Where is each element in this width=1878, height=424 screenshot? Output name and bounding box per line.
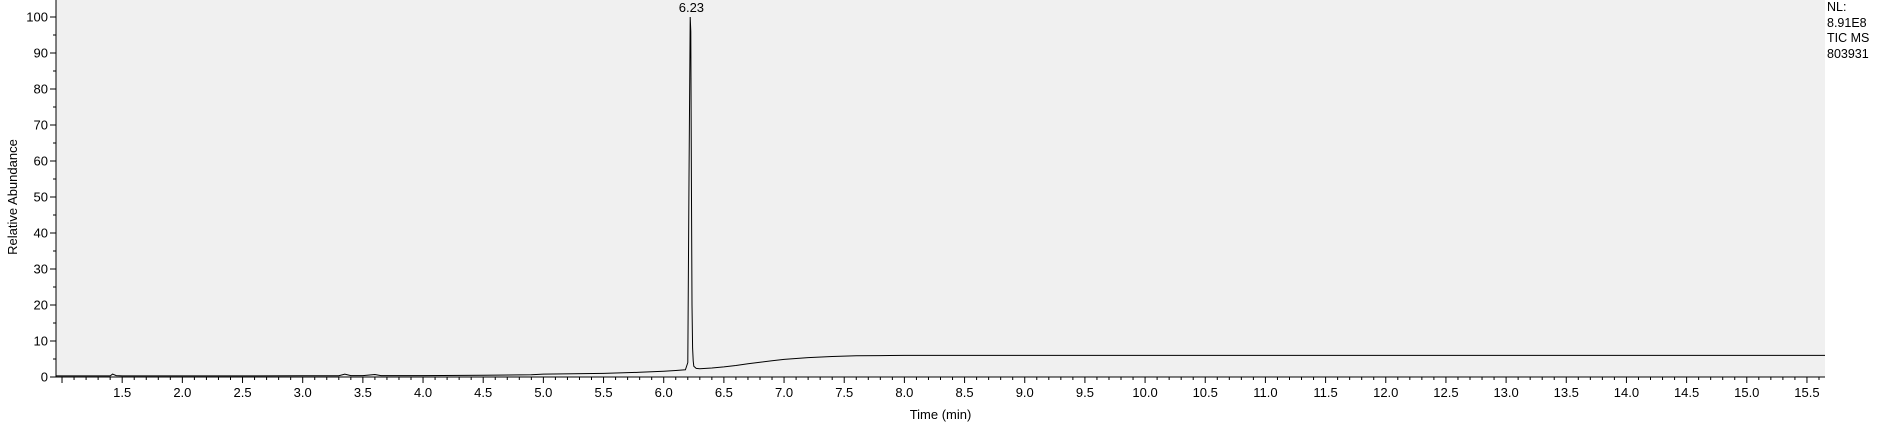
x-tick-label: 7.5 <box>835 385 853 400</box>
x-tick-label: 4.0 <box>414 385 432 400</box>
x-tick-label: 3.5 <box>354 385 372 400</box>
scan-filter: TIC MS <box>1827 31 1870 45</box>
x-tick-label: 8.0 <box>895 385 913 400</box>
x-tick-label: 15.5 <box>1794 385 1819 400</box>
x-tick-label: 13.0 <box>1493 385 1518 400</box>
x-tick-label: 10.5 <box>1193 385 1218 400</box>
x-tick-label: 13.5 <box>1554 385 1579 400</box>
x-tick-label: 1.5 <box>113 385 131 400</box>
x-tick-label: 11.0 <box>1253 385 1277 400</box>
x-tick-label: 10.0 <box>1132 385 1157 400</box>
x-tick-label: 11.5 <box>1313 385 1337 400</box>
x-tick-label: 4.5 <box>474 385 492 400</box>
x-tick-label: 9.5 <box>1076 385 1094 400</box>
y-tick-label: 30 <box>34 262 48 277</box>
y-tick-label: 90 <box>34 46 48 61</box>
normalization-info: NL: 8.91E8 TIC MS 803931 <box>1827 0 1877 62</box>
x-tick-label: 5.5 <box>595 385 613 400</box>
x-tick-label: 8.5 <box>956 385 974 400</box>
y-axis-title: Relative Abundance <box>5 139 20 255</box>
peak-label: 6.23 <box>679 0 704 15</box>
y-tick-label: 60 <box>34 154 48 169</box>
y-tick-label: 40 <box>34 226 48 241</box>
tic-trace-line <box>56 16 1825 377</box>
plot-background <box>56 0 1825 377</box>
x-tick-label: 3.0 <box>294 385 312 400</box>
y-tick-label: 100 <box>26 10 48 25</box>
x-tick-label: 7.0 <box>775 385 793 400</box>
x-tick-label: 12.0 <box>1373 385 1398 400</box>
nl-label: NL: <box>1827 0 1847 14</box>
y-tick-label: 0 <box>41 370 48 385</box>
x-tick-label: 2.0 <box>173 385 191 400</box>
x-tick-label: 5.0 <box>534 385 552 400</box>
x-tick-label: 14.0 <box>1614 385 1639 400</box>
tick-labels: 1.5 2.0 2.5 3.0 3.5 4.0 4.5 5.0 5.5 6.0 6.5 7.0 7.5 8… <box>26 10 1819 401</box>
y-tick-label: 70 <box>34 118 48 133</box>
x-tick-label: 6.0 <box>655 385 673 400</box>
x-axis-title: Time (min) <box>910 407 972 422</box>
x-tick-label: 15.0 <box>1734 385 1759 400</box>
y-tick-label: 80 <box>34 82 48 97</box>
peak-annotations: 6.23 <box>679 0 704 15</box>
x-tick-label: 6.5 <box>715 385 733 400</box>
nl-value: 8.91E8 <box>1827 15 1867 30</box>
x-tick-label: 14.5 <box>1674 385 1699 400</box>
y-tick-label: 50 <box>34 190 48 205</box>
y-tick-label: 10 <box>34 334 48 349</box>
y-tick-label: 20 <box>34 298 48 313</box>
x-tick-label: 12.5 <box>1433 385 1458 400</box>
file-id: 803931 <box>1827 46 1869 61</box>
x-tick-label: 9.0 <box>1016 385 1034 400</box>
x-tick-label: 2.5 <box>233 385 251 400</box>
